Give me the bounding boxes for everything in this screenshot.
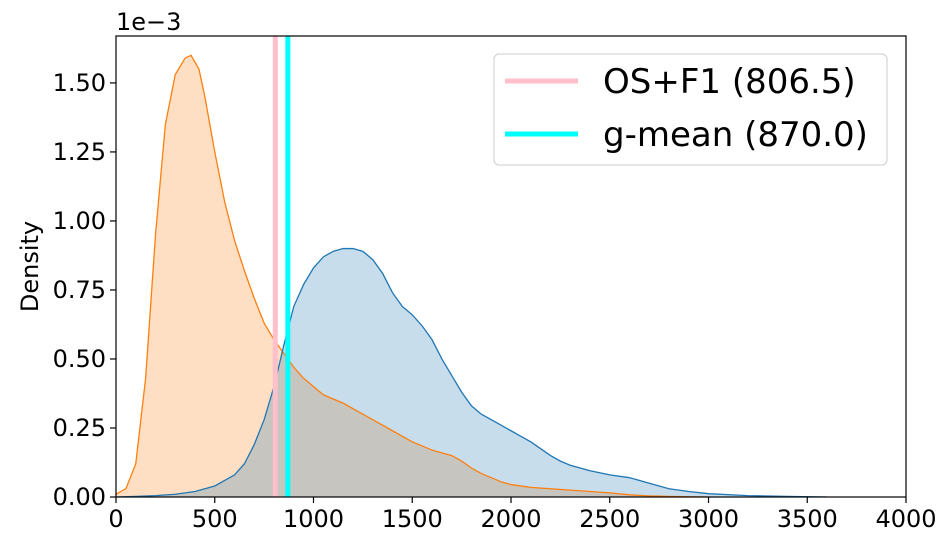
y-scale-label: 1e−3 [116, 8, 181, 36]
x-tick-label-6: 3000 [678, 505, 739, 533]
y-tick-label-6: 1.50 [53, 69, 106, 97]
y-tick-label-1: 0.25 [53, 414, 106, 442]
x-tick-label-8: 4000 [875, 505, 936, 533]
legend-label-0: OS+F1 (806.5) [603, 62, 856, 102]
x-tick-label-4: 2000 [480, 505, 541, 533]
x-tick-label-2: 1000 [283, 505, 344, 533]
density-line-0 [116, 54, 709, 497]
y-tick-label-2: 0.50 [53, 345, 106, 373]
legend-box [493, 53, 888, 166]
x-tick-label-3: 1500 [382, 505, 443, 533]
y-tick-label-0: 0.00 [53, 483, 106, 511]
y-tick-label-5: 1.25 [53, 138, 106, 166]
x-tick-label-0: 0 [108, 505, 123, 533]
density-line-1 [116, 247, 828, 497]
y-tick-label-3: 0.75 [53, 276, 106, 304]
y-axis-label: Density [16, 221, 44, 312]
x-tick-label-1: 500 [192, 505, 238, 533]
density-area-0 [116, 55, 709, 497]
x-tick-label-7: 3500 [777, 505, 838, 533]
x-tick-label-5: 2500 [579, 505, 640, 533]
legend-label-1: g-mean (870.0) [603, 115, 868, 155]
density-area-1 [116, 248, 827, 497]
y-tick-label-4: 1.00 [53, 207, 106, 235]
